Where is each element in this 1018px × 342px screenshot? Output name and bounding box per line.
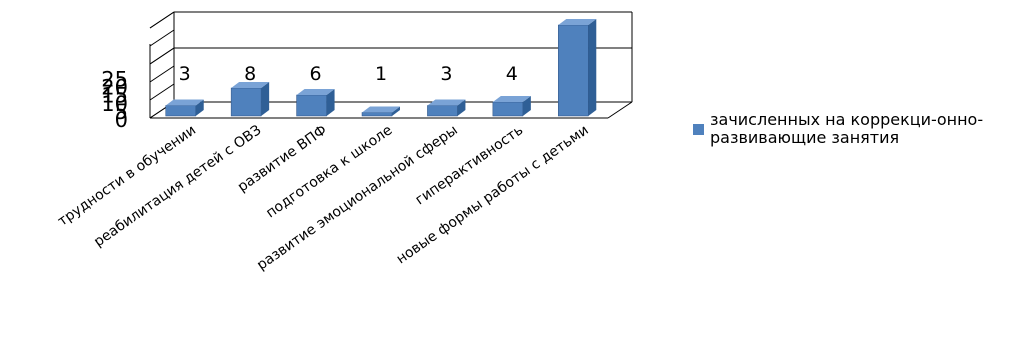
data-label: 8: [244, 63, 256, 85]
data-label: 4: [506, 63, 518, 85]
bar-top: [362, 106, 400, 113]
y-tick-label: 15: [101, 84, 128, 108]
bars: [165, 19, 597, 117]
category-label: подготовка к школе: [263, 122, 395, 221]
bar-front: [361, 112, 393, 117]
bar-top: [558, 19, 597, 25]
bar-top: [492, 96, 531, 102]
bar-front: [230, 87, 262, 117]
side-wall-line: [149, 47, 175, 65]
bar-top: [427, 99, 466, 106]
side-wall-line: [149, 83, 175, 101]
bar-top: [296, 89, 335, 95]
bar-side: [588, 19, 597, 116]
bar: [165, 99, 204, 117]
bar-side: [392, 106, 400, 116]
bar-front: [296, 94, 327, 117]
floor-right: [607, 101, 633, 119]
data-label: 1: [375, 63, 387, 85]
side-wall-line: [149, 11, 175, 29]
bar-side: [195, 99, 204, 116]
bar: [427, 99, 466, 117]
bar: [492, 96, 531, 117]
bar-side: [261, 82, 270, 116]
chart-walls: [149, 11, 633, 119]
bar: [558, 19, 597, 117]
data-label: 3: [179, 63, 191, 85]
bar-side: [326, 89, 335, 116]
y-tick-label: 20: [101, 76, 128, 100]
bar: [296, 89, 335, 117]
y-tick-label: 25: [101, 68, 128, 92]
bar-side: [457, 99, 466, 116]
y-tick-label: 10: [101, 92, 128, 116]
bar: [230, 82, 270, 117]
data-label: 6: [310, 63, 322, 85]
bar-top: [231, 82, 270, 88]
side-wall-line: [149, 65, 175, 83]
legend-swatch: [693, 123, 704, 135]
bar: [361, 106, 400, 117]
bar-side: [522, 96, 531, 116]
data-labels: 3 8 6 1 3 4: [179, 63, 518, 85]
bar-front: [165, 105, 196, 117]
legend-label: зачисленных на коррекци-онно-развивающие…: [710, 110, 984, 147]
data-label: 3: [440, 63, 452, 85]
bar-front: [492, 101, 524, 117]
bar-top: [165, 99, 204, 106]
side-wall-line: [149, 29, 175, 47]
y-tick-label: 5: [115, 100, 128, 124]
bar-front: [427, 105, 458, 117]
legend: зачисленных на коррекци-онно-развивающие…: [693, 111, 1018, 147]
y-tick-label: 0: [115, 108, 128, 132]
category-label: гиперактивность: [413, 122, 527, 208]
bar-front: [558, 24, 589, 117]
